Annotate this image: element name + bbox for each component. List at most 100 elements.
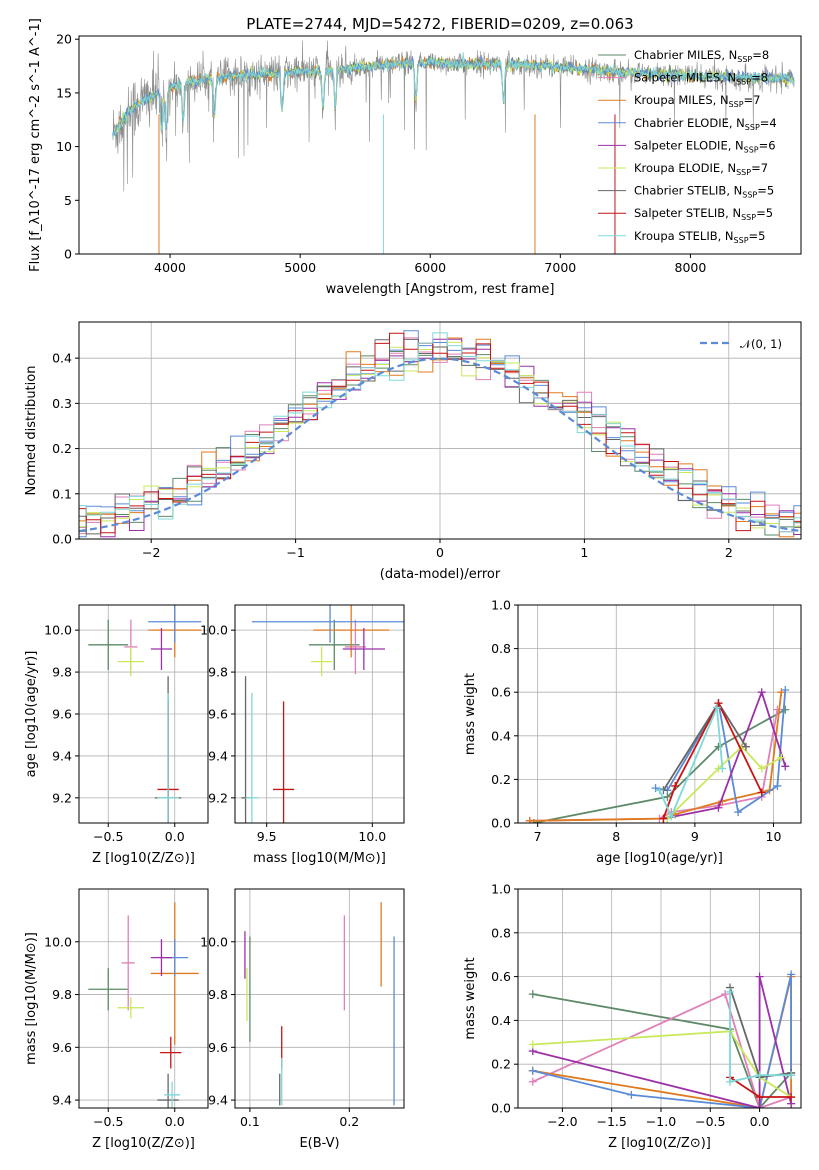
panel-8: −2.0 −1.5 −1.0 −0.5 0.0 0.0 0.2 0.4 0.6 0.8 1.0 Z […	[463, 882, 802, 1151]
y-tick-label: 9.2	[208, 790, 228, 805]
legend-entry: Salpeter ELODIE, NSSP=6	[634, 138, 776, 154]
mass-weight-marker	[787, 1093, 796, 1102]
y-tick-label: 0.2	[52, 441, 72, 456]
mass-weight-line	[532, 974, 792, 1108]
mass-weight-marker	[627, 1090, 636, 1099]
plot-area	[79, 330, 801, 538]
mass-weight-line	[529, 709, 779, 822]
mass-weight-marker	[726, 987, 735, 996]
panel-5: 7 8 9 10 0.0 0.2 0.4 0.6 0.8 1.0 age [log10(age/yr…	[463, 598, 802, 866]
mass-weight-marker	[777, 753, 786, 762]
axes-frame	[234, 888, 405, 1109]
y-tick-label: 5	[64, 193, 72, 208]
y-tick-label: 0.1	[52, 486, 72, 501]
x-tick-label: 0.0	[165, 829, 185, 844]
mass-weight-marker	[721, 990, 730, 999]
mass-weight-line	[729, 991, 792, 1083]
x-tick-label: 0.0	[750, 1114, 770, 1129]
mass-weight-marker	[755, 1071, 764, 1080]
plot-area	[112, 40, 795, 254]
mass-weight-marker	[787, 1071, 796, 1080]
y-tick-label: 9.4	[52, 748, 72, 763]
y-tick-label: 0.6	[491, 969, 511, 984]
y-tick-label: 9.8	[208, 987, 228, 1002]
mass-weight-line	[533, 708, 786, 823]
mass-weight-line	[529, 692, 783, 822]
plot-area	[244, 902, 395, 1106]
x-tick-label: 10.0	[358, 829, 386, 844]
x-tick-label: 0	[436, 545, 444, 560]
panel-2: −2 −1 0 1 2 0.0 0.1 0.2 0.3 0.4 (data-model)/error…	[24, 321, 802, 582]
model-spectrum-line	[112, 52, 795, 140]
x-axis-label: Z [log10(Z/Z⊙)]	[92, 1136, 195, 1151]
y-tick-label: 0.4	[491, 1013, 511, 1028]
panel-3: −0.5 0.0 9.2 9.4 9.6 9.8 10.0 Z [log10(Z/Z⊙)] ag…	[24, 604, 209, 866]
panel-1: 4000 5000 6000 7000 8000 0 5 10 15 20 wavelength […	[28, 18, 802, 297]
x-axis-label: Z [log10(Z/Z⊙)]	[608, 1136, 711, 1151]
axes-frame	[517, 604, 802, 824]
x-tick-label: 1	[580, 545, 588, 560]
residual-histogram	[79, 332, 801, 533]
x-tick-label: −1.0	[646, 1114, 676, 1129]
x-tick-label: −2	[142, 545, 160, 560]
y-tick-label: 0.3	[52, 396, 72, 411]
y-tick-label: 9.4	[52, 1093, 72, 1108]
y-tick-label: 15	[56, 85, 72, 100]
mass-weight-marker	[718, 764, 727, 773]
mass-weight-marker	[787, 970, 796, 979]
normal-reference-curve	[79, 357, 801, 533]
y-tick-label: 0.2	[491, 772, 511, 787]
x-tick-label: 0.0	[165, 1114, 185, 1129]
x-tick-label: 0.2	[339, 1114, 359, 1129]
y-tick-label: 1.0	[491, 598, 511, 613]
residual-histogram	[79, 338, 801, 535]
x-tick-label: 10	[766, 829, 782, 844]
mass-weight-line	[532, 976, 792, 1108]
panel-7: 0.1 0.2 9.4 9.6 9.8 10.0 E(B-V)	[200, 888, 405, 1151]
mass-weight-marker	[755, 1104, 764, 1108]
x-tick-label: 9	[691, 829, 699, 844]
mass-weight-marker	[671, 781, 680, 790]
mass-weight-marker	[781, 762, 790, 771]
x-tick-label: 8	[612, 829, 620, 844]
y-tick-label: 0.0	[491, 816, 511, 831]
mass-weight-marker	[755, 972, 764, 981]
x-axis-label: wavelength [Angstrom, rest frame]	[326, 282, 555, 297]
y-tick-label: 1.0	[491, 882, 511, 897]
residual-histogram	[79, 348, 801, 536]
axes-frame	[78, 35, 802, 255]
spectrum-title: PLATE=2744, MJD=54272, FIBERID=0209, z=0…	[246, 15, 633, 33]
mass-weight-marker	[757, 764, 766, 773]
mass-weight-marker	[757, 788, 766, 797]
mass-weight-marker	[525, 816, 534, 823]
y-tick-label: 0.4	[52, 351, 72, 366]
mass-weight-marker	[714, 803, 723, 812]
y-tick-label: 0.8	[491, 641, 511, 656]
x-tick-label: 7000	[544, 260, 576, 275]
y-axis-label: mass weight	[463, 957, 478, 1039]
x-axis-label: (data-model)/error	[380, 567, 501, 582]
y-tick-label: 0	[64, 247, 72, 262]
x-tick-label: 5000	[284, 260, 316, 275]
mass-weight-marker	[734, 808, 743, 817]
y-tick-label: 10.0	[200, 623, 228, 638]
x-axis-label: mass [log10(M/M⊙)]	[253, 851, 386, 866]
axes-frame	[517, 888, 802, 1109]
x-tick-label: 4000	[154, 260, 186, 275]
x-tick-label: 0.1	[240, 1114, 260, 1129]
y-tick-label: 9.6	[52, 707, 72, 722]
x-tick-label: −0.5	[93, 829, 123, 844]
panel-4: 9.5 10.0 9.2 9.4 9.6 9.8 10.0 mass [log10(M/M⊙)…	[200, 604, 405, 866]
y-tick-label: 0.8	[491, 925, 511, 940]
mass-weight-marker	[659, 814, 668, 823]
mass-weight-marker	[714, 699, 723, 708]
plot-area	[528, 970, 796, 1108]
plot-area	[88, 902, 199, 1108]
observed-spectrum-line	[112, 40, 795, 192]
y-tick-label: 9.4	[208, 1093, 228, 1108]
y-axis-label: mass [log10(M/M⊙)]	[24, 932, 39, 1065]
y-tick-label: 9.6	[208, 1040, 228, 1055]
y-tick-label: 0.0	[491, 1101, 511, 1116]
legend-entry: Chabrier MILES, NSSP=8	[634, 48, 769, 64]
